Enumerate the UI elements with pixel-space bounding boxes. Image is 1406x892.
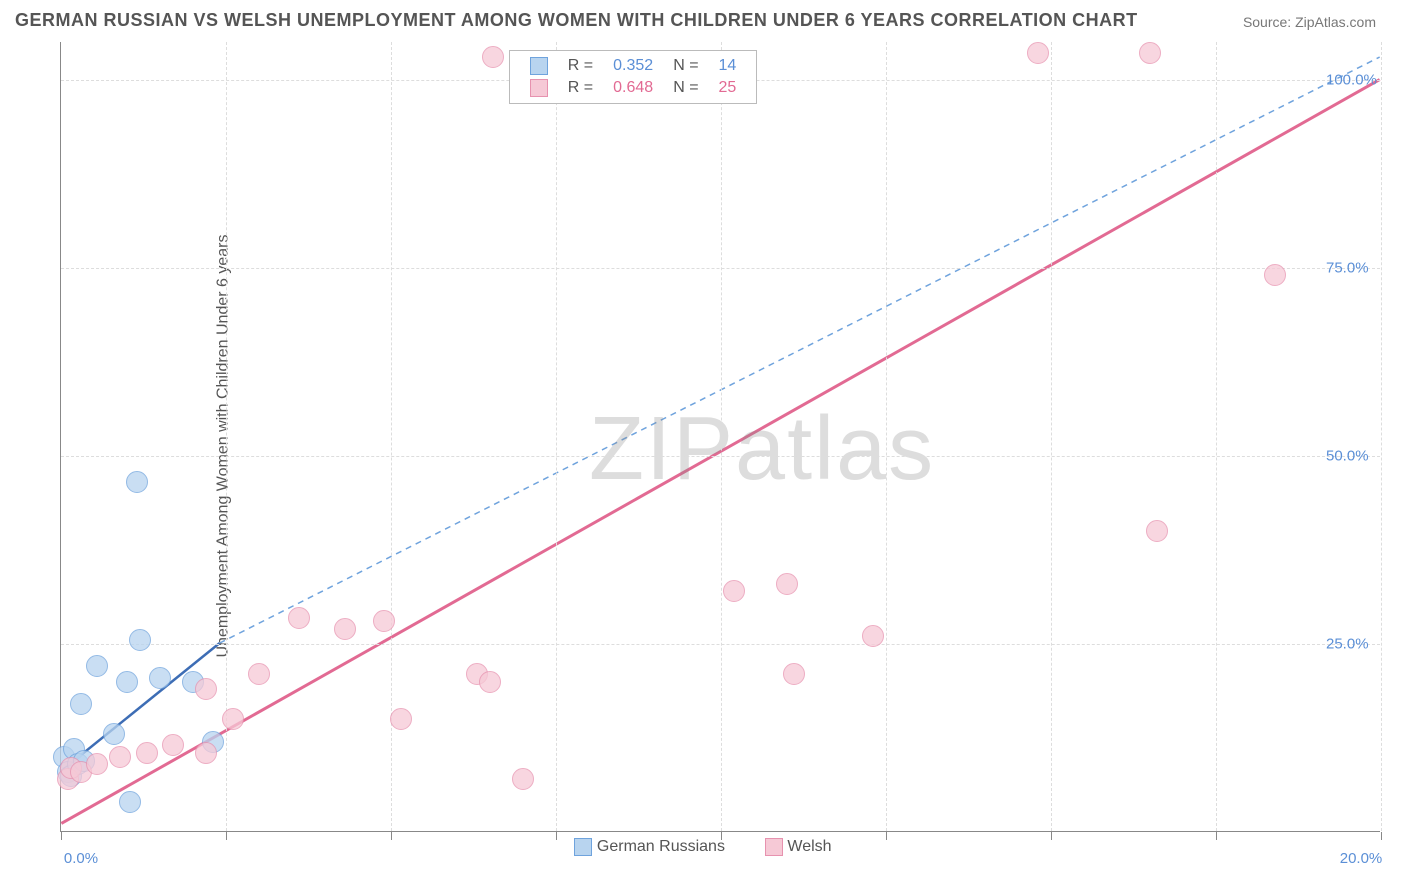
data-point-welsh xyxy=(373,610,395,632)
data-point-welsh xyxy=(222,708,244,730)
data-point-welsh xyxy=(482,46,504,68)
source-label: Source: ZipAtlas.com xyxy=(1243,14,1376,30)
data-point-welsh xyxy=(479,671,501,693)
legend-label: Welsh xyxy=(787,838,831,855)
legend-row-german_russians: R =0.352N =14 xyxy=(520,55,747,77)
grid-line-v xyxy=(1216,42,1217,831)
legend-swatch xyxy=(530,57,548,75)
data-point-welsh xyxy=(862,625,884,647)
legend-row-welsh: R =0.648N =25 xyxy=(520,77,747,99)
data-point-welsh xyxy=(109,746,131,768)
data-point-welsh xyxy=(136,742,158,764)
y-tick-label: 50.0% xyxy=(1326,447,1369,464)
grid-line-v xyxy=(721,42,722,831)
data-point-german_russians xyxy=(119,791,141,813)
data-point-german_russians xyxy=(103,723,125,745)
grid-line-v xyxy=(1381,42,1382,831)
watermark: ZIPatlas xyxy=(589,398,935,501)
legend-swatch xyxy=(530,79,548,97)
plot-area: ZIPatlas 25.0%50.0%75.0%100.0%0.0%20.0% xyxy=(60,42,1380,832)
data-point-welsh xyxy=(86,753,108,775)
data-point-welsh xyxy=(1146,520,1168,542)
legend-item-welsh: Welsh xyxy=(765,838,832,855)
chart-title: GERMAN RUSSIAN VS WELSH UNEMPLOYMENT AMO… xyxy=(15,10,1138,31)
data-point-german_russians xyxy=(86,655,108,677)
data-point-welsh xyxy=(248,663,270,685)
data-point-welsh xyxy=(1139,42,1161,64)
data-point-welsh xyxy=(288,607,310,629)
data-point-welsh xyxy=(723,580,745,602)
data-point-welsh xyxy=(1264,264,1286,286)
legend-swatch xyxy=(765,838,783,856)
legend-label: German Russians xyxy=(597,838,725,855)
y-tick-label: 25.0% xyxy=(1326,635,1369,652)
y-tick-label: 100.0% xyxy=(1326,71,1377,88)
data-point-german_russians xyxy=(149,667,171,689)
data-point-german_russians xyxy=(70,693,92,715)
data-point-welsh xyxy=(195,678,217,700)
legend-item-german_russians: German Russians xyxy=(574,838,725,855)
correlation-legend: R =0.352N =14R =0.648N =25 xyxy=(509,50,758,104)
data-point-welsh xyxy=(776,573,798,595)
y-tick-label: 75.0% xyxy=(1326,259,1369,276)
legend-swatch xyxy=(574,838,592,856)
grid-line-v xyxy=(1051,42,1052,831)
data-point-german_russians xyxy=(129,629,151,651)
data-point-welsh xyxy=(783,663,805,685)
grid-line-v xyxy=(886,42,887,831)
trend-line-german_russians xyxy=(220,57,1380,643)
series-legend: German Russians Welsh xyxy=(0,838,1406,856)
data-point-welsh xyxy=(512,768,534,790)
data-point-welsh xyxy=(390,708,412,730)
data-point-welsh xyxy=(1027,42,1049,64)
data-point-welsh xyxy=(334,618,356,640)
grid-line-v xyxy=(556,42,557,831)
data-point-welsh xyxy=(195,742,217,764)
data-point-german_russians xyxy=(126,471,148,493)
data-point-german_russians xyxy=(116,671,138,693)
data-point-welsh xyxy=(162,734,184,756)
